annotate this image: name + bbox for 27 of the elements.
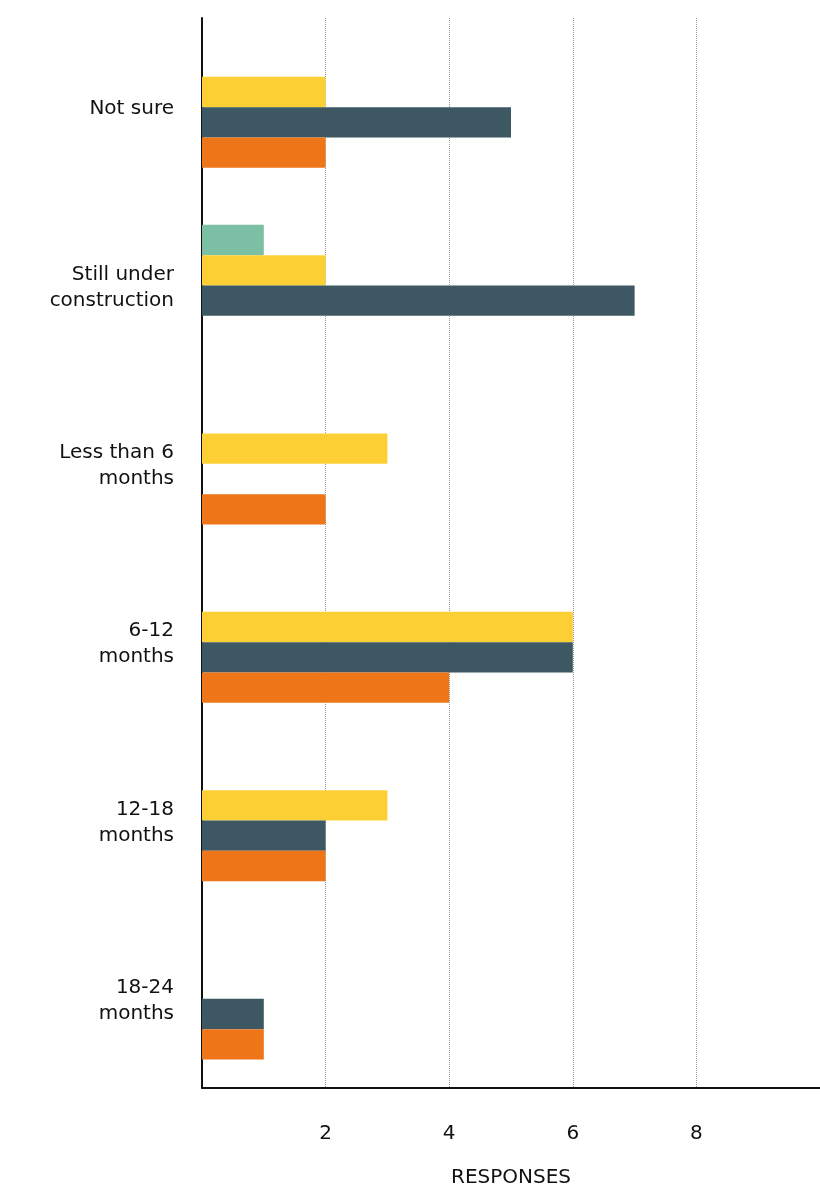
bar <box>202 611 573 643</box>
y-tick-label: 6-12 months <box>98 617 174 668</box>
bar <box>202 790 388 821</box>
bar <box>202 642 573 673</box>
y-tick-label: 18-24 months <box>98 973 174 1024</box>
y-tick-label: Still under construction <box>49 260 175 311</box>
x-tick-label: 2 <box>319 1120 332 1144</box>
x-tick-label: 4 <box>442 1120 456 1144</box>
bar <box>202 224 264 256</box>
y-tick-label: 12-18 months <box>98 795 174 846</box>
y-tick-label: Not sure <box>89 95 174 120</box>
bar <box>202 433 388 464</box>
bar <box>202 672 450 703</box>
bar <box>202 850 326 882</box>
x-tick-label: 6 <box>566 1120 580 1144</box>
x-tick-label: 8 <box>690 1120 703 1144</box>
bar <box>202 998 264 1030</box>
bar <box>202 820 326 851</box>
bar <box>202 137 326 168</box>
bar <box>202 107 511 138</box>
bar <box>202 255 326 286</box>
bar <box>202 285 635 316</box>
bar <box>202 76 326 108</box>
x-axis-title: RESPONSES <box>450 1164 572 1188</box>
y-tick-label: Less than 6 months <box>59 438 174 489</box>
bar <box>202 1029 264 1060</box>
bar <box>202 494 326 525</box>
